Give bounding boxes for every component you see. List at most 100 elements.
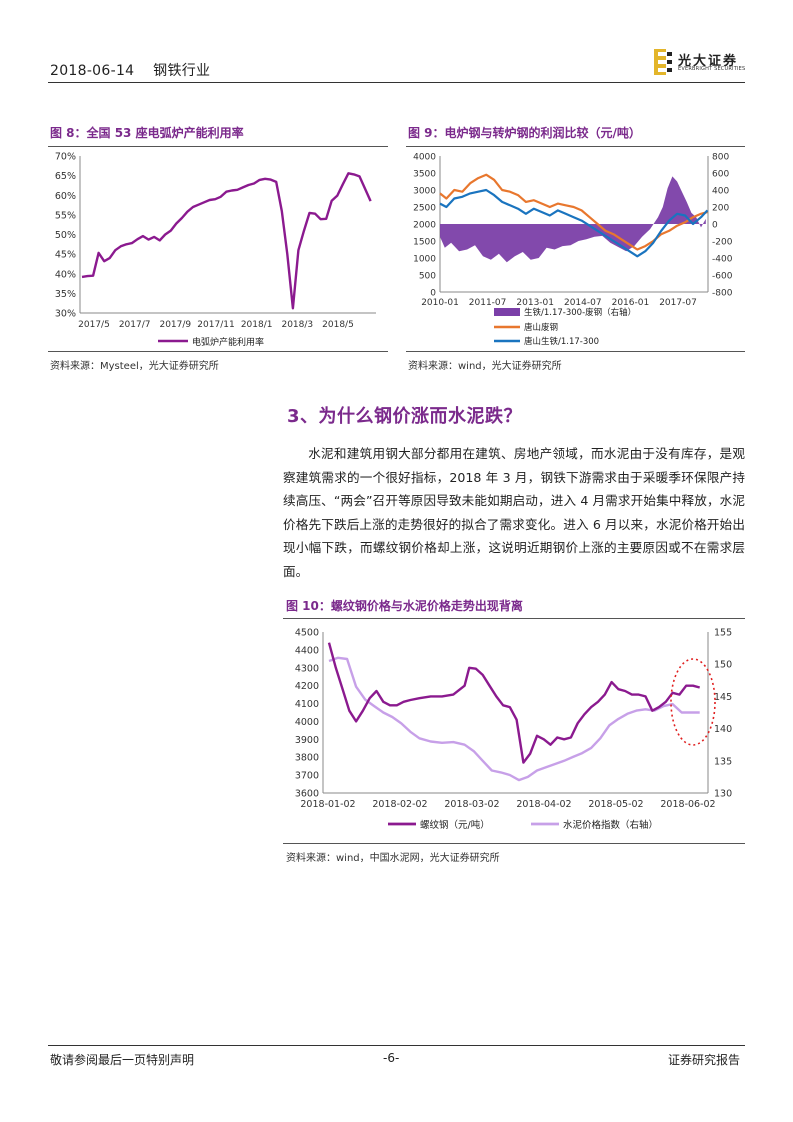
fig9-left-tick-label: 0: [430, 289, 436, 299]
fig9-right-tick-label: 400: [712, 187, 729, 197]
fig10-left-tick-label: 3900: [295, 735, 319, 746]
fig8-y-tick-label: 55%: [55, 210, 76, 221]
fig8-y-tick-label: 45%: [55, 250, 76, 261]
fig10-highlight-ellipse: [670, 658, 716, 746]
section-title: 3、为什么钢价涨而水泥跌？: [287, 406, 523, 427]
fig8-x-tick-label: 2017/9: [159, 320, 191, 330]
fig8-x-tick-label: 2017/7: [119, 320, 151, 330]
fig9-right-tick-label: -400: [712, 255, 733, 265]
fig10-left-tick-label: 3600: [295, 789, 319, 800]
fig8-source: 资料来源：Mysteel，光大证券研究所: [50, 361, 219, 372]
fig10-top-rule: [283, 618, 745, 619]
everbright-logo-icon: [654, 49, 672, 75]
fig8-x-tick-label: 2018/3: [281, 320, 313, 330]
fig10-x-tick-label: 2018-06-02: [660, 799, 715, 810]
fig10-right-tick-label: 130: [714, 789, 732, 800]
page-number: -6-: [383, 1051, 400, 1065]
fig9-title: 图 9：电炉钢与转炉钢的利润比较（元/吨）: [408, 126, 641, 140]
fig9-source: 资料来源：wind，光大证券研究所: [408, 361, 562, 372]
fig8-y-tick-label: 40%: [55, 269, 76, 280]
fig10-left-tick-label: 3700: [295, 771, 319, 782]
fig9-left-tick-label: 3000: [413, 187, 436, 197]
fig8-x-tick-label: 2017/11: [197, 320, 234, 330]
fig9-line-series: [439, 188, 709, 258]
fig8-series-line: [81, 172, 372, 310]
fig9-area-series: [440, 176, 706, 263]
fig10-legend-label: 水泥价格指数（右轴）: [563, 819, 658, 831]
header-industry: 钢铁行业: [153, 63, 211, 79]
fig9-right-tick-label: -800: [712, 289, 733, 299]
fig10-chart: 3600 3700 3800 3900 4000 4100 4200 4300 4400 4500…: [295, 628, 732, 832]
footer-disclaimer: 敬请参阅最后一页特别声明: [50, 1053, 195, 1067]
footer-report-type: 证券研究报告: [668, 1053, 741, 1067]
fig10-right-tick-label: 135: [714, 756, 732, 767]
fig10-x-tick-label: 2018-05-02: [588, 799, 643, 810]
fig10-source: 资料来源：wind，中国水泥网，光大证券研究所: [286, 853, 500, 864]
fig8-bottom-rule: [48, 351, 388, 352]
fig8-y-tick-label: 50%: [55, 230, 76, 241]
fig8-y-tick-label: 60%: [55, 191, 76, 202]
fig10-rebar-line: [327, 642, 701, 764]
fig9-left-tick-label: 2500: [413, 204, 436, 214]
fig10-left-tick-label: 4100: [295, 699, 319, 710]
fig10-left-tick-label: 4000: [295, 717, 319, 728]
footer-rule: [48, 1045, 745, 1046]
fig8-x-tick-label: 2018/5: [322, 320, 354, 330]
fig9-right-tick-label: -600: [712, 272, 733, 282]
fig10-left-tick-label: 4500: [295, 628, 319, 639]
fig10-right-tick-label: 155: [714, 628, 732, 639]
fig8-y-tick-label: 70%: [55, 152, 76, 163]
logo-name-cn: 光大证券: [678, 54, 739, 69]
fig9-x-tick-label: 2011-07: [469, 298, 507, 308]
section-body: 水泥和建筑用钢大部分都用在建筑、房地产领域，而水泥由于没有库存，是观察建筑需求的…: [283, 442, 745, 584]
fig9-left-tick-label: 1000: [413, 255, 436, 265]
header-date: 2018-06-14: [50, 63, 135, 79]
fig10-left-tick-label: 4200: [295, 681, 319, 692]
fig9-right-tick-label: -200: [712, 238, 733, 248]
fig9-left-tick-label: 1500: [413, 238, 436, 248]
fig8-x-tick-label: 2018/1: [241, 320, 273, 330]
fig9-left-tick-label: 3500: [413, 170, 436, 180]
fig9-right-tick-label: 800: [712, 153, 729, 163]
fig9-x-tick-label: 2016-01: [612, 298, 650, 308]
header-rule: [48, 82, 745, 83]
fig8-x-tick-label: 2017/5: [78, 320, 110, 330]
fig10-left-tick-label: 3800: [295, 753, 319, 764]
fig9-left-tick-label: 500: [419, 272, 436, 282]
fig9-right-tick-label: 0: [712, 221, 718, 231]
fig10-right-tick-label: 140: [714, 724, 732, 735]
fig8-chart: 30% 35% 40% 45% 50% 55% 60% 65% 70% 2017/5 2017/7 2…: [55, 152, 376, 348]
header-date-industry: 2018-06-14 钢铁行业: [50, 60, 210, 80]
fig9-left-tick-label: 2000: [413, 221, 436, 231]
fig10-right-tick-label: 150: [714, 660, 732, 671]
fig9-bottom-rule: [406, 351, 745, 352]
fig9-right-tick-label: 200: [712, 204, 729, 214]
fig8-y-tick-label: 35%: [55, 289, 76, 300]
logo-name-en: EVERBRIGHT SECURITIES: [678, 66, 746, 72]
fig8-y-tick-label: 65%: [55, 171, 76, 182]
fig8-title: 图 8：全国 53 座电弧炉产能利用率: [50, 126, 244, 140]
fig10-left-tick-label: 4300: [295, 663, 319, 674]
fig9-legend-label: 唐山废钢: [524, 322, 558, 333]
fig10-x-tick-label: 2018-04-02: [516, 799, 571, 810]
fig9-x-tick-label: 2014-07: [564, 298, 602, 308]
fig9-legend-label: 唐山生铁/1.17-300: [524, 336, 599, 347]
fig9-x-tick-label: 2013-01: [516, 298, 554, 308]
fig10-x-tick-label: 2018-01-02: [300, 799, 355, 810]
fig10-left-tick-label: 4400: [295, 645, 319, 656]
fig9-line-series: [439, 173, 708, 251]
fig10-legend-label: 螺纹钢（元/吨）: [420, 819, 490, 831]
fig8-top-rule: [48, 146, 388, 147]
fig10-right-tick-label: 145: [714, 692, 732, 703]
fig9-legend-swatch: [494, 308, 520, 316]
fig8-y-tick-label: 30%: [55, 309, 76, 320]
section-paragraph: 水泥和建筑用钢大部分都用在建筑、房地产领域，而水泥由于没有库存，是观察建筑需求的…: [283, 446, 745, 579]
fig10-x-tick-label: 2018-02-02: [372, 799, 427, 810]
fig10-x-tick-label: 2018-03-02: [444, 799, 499, 810]
fig9-x-tick-label: 2017-07: [659, 298, 697, 308]
fig10-bottom-rule: [283, 843, 745, 844]
fig9-right-tick-label: 600: [712, 170, 729, 180]
fig9-legend-label: 生铁/1.17-300-废钢（右轴）: [524, 307, 636, 318]
fig9-left-tick-label: 4000: [413, 153, 436, 163]
